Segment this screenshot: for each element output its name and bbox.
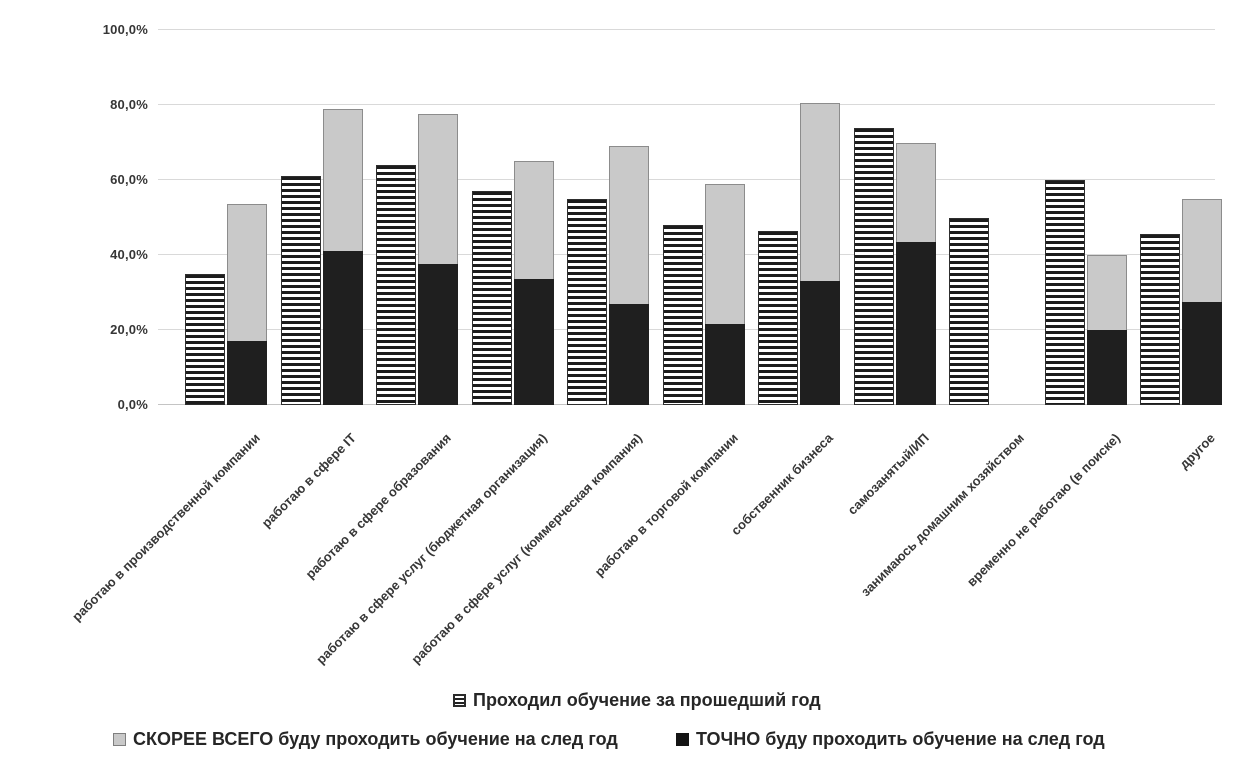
- bar-segment-definitely-next-year: [418, 264, 458, 405]
- bar-stack-next-year: [609, 146, 649, 405]
- bar-trained-last-year: [185, 273, 225, 405]
- bar-stack-next-year: [513, 161, 554, 405]
- plot-area: работаю в производственной компании работ…: [69, 29, 1222, 667]
- bar-stack-next-year: [895, 142, 936, 405]
- y-axis-tick-label: 0,0%: [117, 397, 148, 412]
- bar-segment-definitely-next-year: [227, 341, 267, 405]
- y-axis-tick-label: 80,0%: [110, 97, 148, 112]
- bar-trained-last-year: [758, 230, 798, 405]
- bar-segment-likely-next-year: [704, 183, 745, 325]
- bar-segment-definitely-next-year: [609, 303, 649, 405]
- bar-segment-likely-next-year: [1182, 198, 1222, 302]
- legend-label-trained-last-year: Проходил обучение за прошедший год: [473, 690, 821, 710]
- bar-trained-last-year: [280, 176, 321, 405]
- bar-trained-last-year: [1140, 234, 1180, 405]
- bar-segment-definitely-next-year: [895, 241, 936, 405]
- legend-swatch-black-icon: [676, 733, 689, 746]
- bar-stack-next-year: [704, 183, 745, 405]
- bar-segment-definitely-next-year: [1182, 301, 1222, 405]
- bar-stack-next-year: [800, 103, 840, 405]
- bar-segment-likely-next-year: [322, 108, 363, 252]
- bar-stack-next-year: [418, 114, 458, 405]
- bar-trained-last-year: [567, 198, 607, 405]
- bar-segment-likely-next-year: [513, 161, 554, 280]
- bar-segment-definitely-next-year: [322, 251, 363, 405]
- gridline-100: [158, 29, 1215, 30]
- bar-segment-definitely-next-year: [1086, 330, 1127, 405]
- bar-segment-likely-next-year: [895, 142, 936, 242]
- bar-segment-definitely-next-year: [513, 279, 554, 405]
- gridline-80: [158, 104, 1215, 105]
- bar-stack-next-year: [1086, 255, 1127, 405]
- bar-segment-likely-next-year: [800, 103, 840, 282]
- bar-stack-next-year: [1182, 198, 1222, 405]
- legend-swatch-striped-icon: [453, 694, 466, 707]
- legend-item-trained-last-year: Проходил обучение за прошедший год: [453, 690, 821, 711]
- legend-label-likely-next-year: СКОРЕЕ ВСЕГО буду проходить обучение на …: [133, 729, 618, 749]
- bar-segment-likely-next-year: [1086, 255, 1127, 330]
- gridline-60: [158, 179, 1215, 180]
- bar-segment-definitely-next-year: [704, 324, 745, 405]
- bar-trained-last-year: [853, 127, 894, 405]
- bar-segment-definitely-next-year: [800, 281, 840, 405]
- bar-stack-next-year: [227, 204, 267, 405]
- legend-item-definitely-next-year: ТОЧНО буду проходить обучение на след го…: [676, 729, 1105, 750]
- bar-trained-last-year: [376, 165, 416, 405]
- bar-trained-last-year: [471, 191, 512, 405]
- y-axis-tick-label: 20,0%: [110, 322, 148, 337]
- bar-trained-last-year: [662, 225, 703, 405]
- y-axis-tick-label: 100,0%: [102, 22, 148, 37]
- bar-segment-likely-next-year: [609, 146, 649, 304]
- legend-label-definitely-next-year: ТОЧНО буду проходить обучение на след го…: [696, 729, 1105, 749]
- bar-trained-last-year: [1044, 180, 1085, 405]
- y-axis-tick-label: 40,0%: [110, 247, 148, 262]
- bar-trained-last-year: [949, 217, 989, 405]
- legend-swatch-gray-icon: [113, 733, 126, 746]
- bar-segment-likely-next-year: [418, 114, 458, 265]
- y-axis-tick-label: 60,0%: [110, 172, 148, 187]
- bar-stack-next-year: [322, 108, 363, 405]
- bar-segment-likely-next-year: [227, 204, 267, 342]
- legend-item-likely-next-year: СКОРЕЕ ВСЕГО буду проходить обучение на …: [113, 729, 618, 750]
